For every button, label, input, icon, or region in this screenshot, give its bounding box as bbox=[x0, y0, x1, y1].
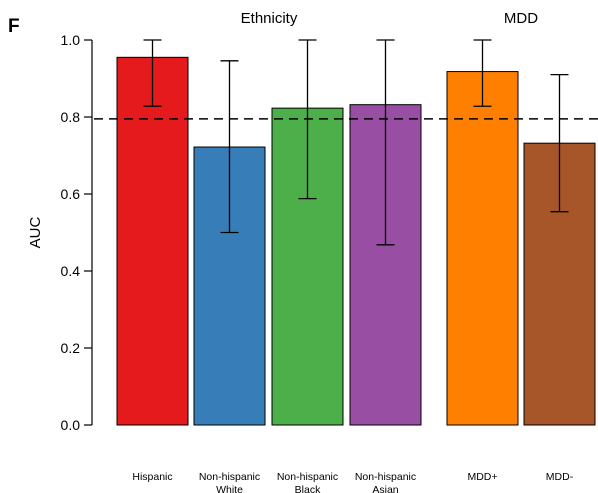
error-bars bbox=[143, 39, 569, 246]
y-tick-label: 0.0 bbox=[61, 417, 81, 433]
group-label: MDD bbox=[504, 10, 538, 27]
y-tick-label: 0.2 bbox=[61, 340, 81, 356]
category-label-line: White bbox=[216, 484, 243, 493]
y-tick-label: 1.0 bbox=[61, 32, 81, 48]
category-label-line: Non-hispanic bbox=[277, 471, 338, 483]
category-label-line: Hispanic bbox=[132, 471, 172, 483]
panel-letter: F bbox=[8, 16, 20, 37]
y-tick-label: 0.6 bbox=[61, 186, 81, 202]
category-label: Non-hispanic White bbox=[199, 471, 260, 493]
category-label-line: Black bbox=[295, 484, 321, 493]
group-label: Ethnicity bbox=[241, 10, 298, 27]
y-axis: 0.0 0.2 0.4 0.6 0.8 1.0 bbox=[61, 32, 93, 433]
y-axis-title: AUC bbox=[27, 216, 44, 248]
category-label: Non-hispanic Black bbox=[277, 471, 338, 493]
category-label-line: Asian bbox=[372, 484, 398, 493]
category-label-line: Non-hispanic bbox=[355, 471, 416, 483]
y-tick-label: 0.4 bbox=[61, 263, 81, 279]
category-label-line: Non-hispanic bbox=[199, 471, 260, 483]
category-label: Non-hispanic Asian bbox=[355, 471, 416, 493]
category-label: MDD- bbox=[546, 471, 574, 483]
category-label-line: MDD- bbox=[546, 471, 574, 483]
bars bbox=[116, 56, 596, 426]
category-label-line: MDD+ bbox=[467, 471, 497, 483]
group-labels: Ethnicity MDD bbox=[241, 10, 539, 27]
bar bbox=[446, 71, 519, 426]
y-tick-label: 0.8 bbox=[61, 109, 81, 125]
category-label: MDD+ bbox=[467, 471, 497, 483]
bar bbox=[116, 56, 189, 426]
category-label: Hispanic bbox=[132, 471, 172, 483]
